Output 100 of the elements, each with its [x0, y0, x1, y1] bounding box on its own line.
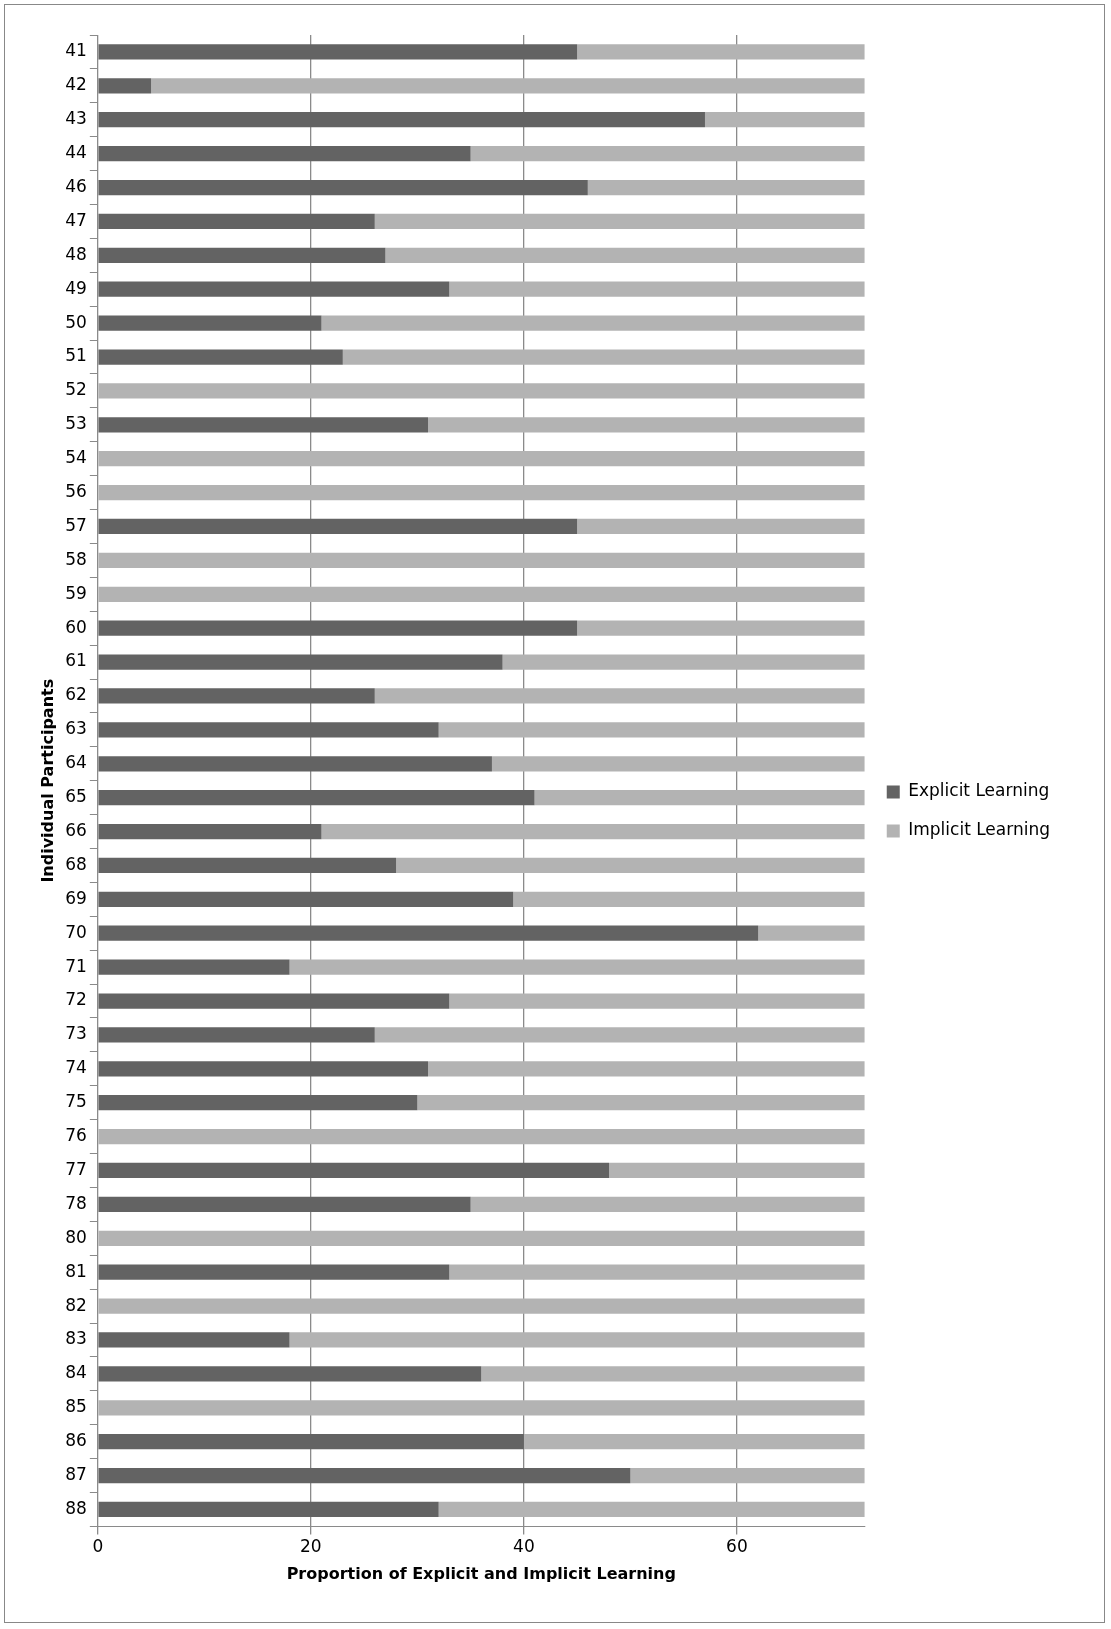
bar [342, 349, 865, 365]
y-tick-label: 71 [65, 955, 87, 976]
x-tick-label: 60 [726, 1536, 748, 1557]
bar [449, 1264, 865, 1280]
y-tick-label: 62 [65, 684, 87, 705]
bar [491, 756, 865, 772]
bar [98, 722, 439, 738]
bar [289, 1332, 865, 1348]
bar [98, 179, 588, 196]
y-tick-label: 56 [65, 481, 87, 502]
y-tick-label: 63 [65, 718, 87, 739]
y-tick-label: 53 [65, 413, 87, 434]
bar [98, 1128, 865, 1145]
bar [98, 891, 514, 907]
bar [98, 993, 450, 1009]
bar [374, 213, 865, 230]
y-tick-label: 83 [65, 1328, 87, 1349]
y-tick-label: 54 [65, 447, 87, 468]
y-axis-title: Individual Participants [37, 678, 57, 883]
bar [534, 790, 865, 806]
bar [98, 451, 865, 467]
bar [385, 247, 865, 263]
bar [758, 925, 865, 941]
y-tick-label: 82 [65, 1294, 87, 1315]
y-tick-label: 73 [65, 1023, 87, 1044]
y-tick-label: 47 [65, 209, 87, 230]
y-tick-label: 75 [65, 1091, 87, 1112]
y-tick-label: 80 [65, 1226, 87, 1247]
y-tick-label: 61 [65, 650, 87, 671]
bar [438, 1501, 865, 1518]
bar [98, 349, 343, 365]
y-tick-label: 76 [65, 1125, 87, 1146]
bar [577, 44, 865, 60]
x-tick-label: 0 [92, 1536, 104, 1557]
bar [98, 959, 290, 975]
bar [396, 857, 865, 874]
bar [98, 857, 397, 874]
y-tick-label: 64 [65, 752, 87, 773]
bar [98, 417, 429, 433]
bar [449, 993, 865, 1009]
bar [98, 247, 386, 263]
y-tick-label: 60 [65, 616, 87, 637]
y-tick-label: 57 [65, 514, 87, 535]
y-tick-label: 77 [65, 1158, 87, 1179]
bar [470, 146, 865, 162]
bar [470, 1196, 865, 1213]
bar [428, 1061, 865, 1077]
bar [98, 383, 865, 399]
bar [98, 1264, 450, 1280]
bar [98, 1095, 418, 1111]
bar [98, 620, 578, 636]
bar [609, 1162, 865, 1179]
bar [98, 78, 152, 94]
y-tick-label: 44 [65, 142, 87, 163]
y-tick-label: 59 [65, 582, 87, 603]
bar [98, 1298, 865, 1314]
y-tick-label: 42 [65, 74, 87, 95]
y-tick-label: 58 [65, 548, 87, 569]
y-tick-label: 85 [65, 1396, 87, 1417]
bar [438, 722, 865, 738]
bar [98, 790, 535, 806]
bar [513, 891, 865, 907]
bar [98, 1162, 610, 1179]
bar [98, 1366, 482, 1382]
y-tick-label: 52 [65, 379, 87, 400]
y-tick-label: 81 [65, 1260, 87, 1281]
bar [98, 484, 865, 501]
bar [151, 78, 865, 94]
y-tick-label: 48 [65, 243, 87, 264]
bar [98, 146, 471, 162]
bar [98, 1196, 471, 1213]
y-tick-label: 87 [65, 1463, 87, 1484]
y-tick-label: 68 [65, 853, 87, 874]
bar [98, 281, 450, 297]
bar [98, 1061, 429, 1077]
y-tick-label: 69 [65, 887, 87, 908]
y-tick-label: 86 [65, 1430, 87, 1451]
y-tick-label: 49 [65, 277, 87, 298]
bar [98, 1467, 631, 1484]
bar [523, 1434, 865, 1450]
legend-label: Implicit Learning [908, 819, 1051, 840]
bar [374, 1027, 865, 1043]
bar [98, 1400, 865, 1416]
bar [98, 688, 375, 704]
y-tick-label: 78 [65, 1192, 87, 1213]
bar [428, 417, 865, 433]
bar [98, 823, 322, 840]
bar [577, 620, 865, 636]
bar [289, 959, 865, 975]
bar [98, 315, 322, 331]
bar [98, 1434, 524, 1450]
y-tick-label: 72 [65, 989, 87, 1010]
bar [587, 179, 865, 196]
x-axis-title: Proportion of Explicit and Implicit Learning [286, 1563, 676, 1583]
bar [98, 1332, 290, 1348]
bar [321, 823, 865, 840]
bar [98, 756, 492, 772]
y-tick-label: 88 [65, 1497, 87, 1518]
y-tick-label: 65 [65, 786, 87, 807]
bar [98, 1230, 865, 1246]
